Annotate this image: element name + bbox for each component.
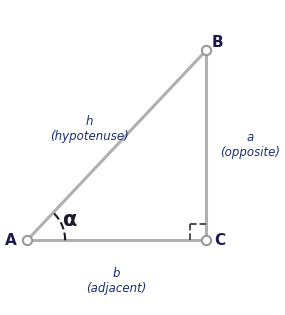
- Text: a
(opposite): a (opposite): [220, 131, 280, 159]
- Point: [25, 238, 29, 243]
- Text: C: C: [214, 233, 225, 248]
- Text: b
(adjacent): b (adjacent): [87, 267, 147, 295]
- Text: h
(hypotenuse): h (hypotenuse): [50, 115, 129, 143]
- Point: [204, 48, 209, 53]
- Text: α: α: [63, 210, 78, 230]
- Text: B: B: [211, 35, 223, 50]
- Text: A: A: [5, 233, 17, 248]
- Point: [204, 238, 209, 243]
